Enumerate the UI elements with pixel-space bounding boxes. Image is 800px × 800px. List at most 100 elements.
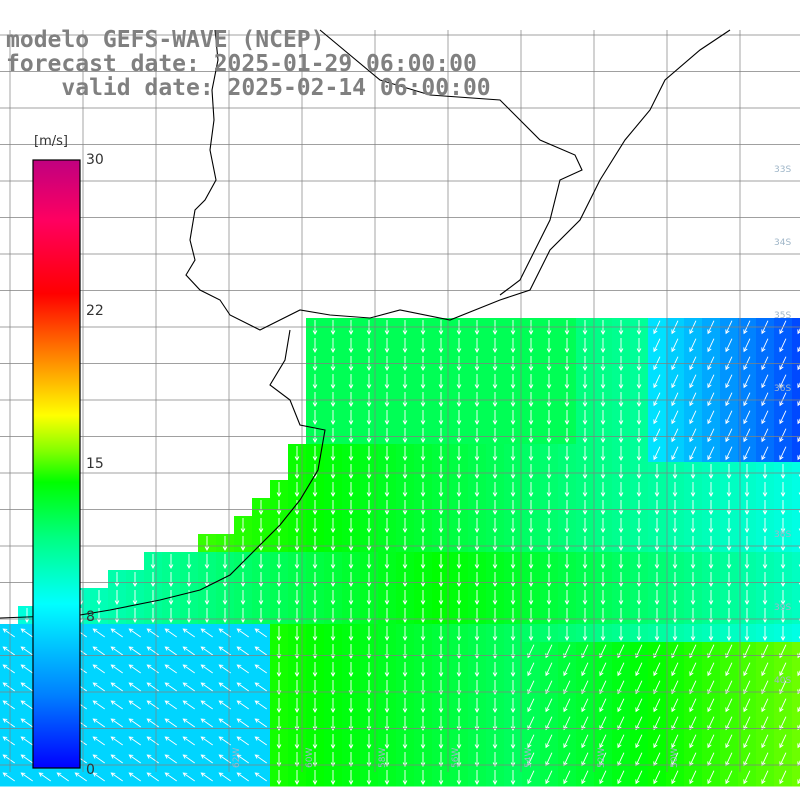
wind-arrow	[492, 518, 498, 533]
wind-arrow	[708, 518, 714, 533]
wind-arrow	[128, 664, 141, 674]
wind-arrow	[312, 770, 318, 785]
wind-arrow	[582, 572, 588, 587]
wind-arrow	[384, 374, 390, 389]
wind-arrow	[618, 572, 624, 587]
wind-arrow	[312, 662, 318, 677]
wind-arrow	[182, 628, 195, 638]
wind-arrow	[366, 338, 372, 353]
wind-arrow	[402, 752, 408, 767]
wind-arrow	[456, 770, 462, 785]
wind-arrow	[474, 482, 480, 497]
wind-arrow	[456, 500, 462, 515]
wind-arrow	[653, 698, 661, 713]
wind-arrow	[276, 518, 282, 533]
wind-arrow	[456, 698, 462, 713]
wind-arrow	[438, 590, 444, 605]
wind-arrow	[276, 608, 282, 623]
wind-arrow	[312, 482, 318, 497]
wind-arrow	[581, 770, 589, 785]
wind-arrow	[128, 754, 141, 764]
wind-arrow	[110, 736, 123, 746]
wind-arrow	[653, 446, 661, 461]
wind-arrow	[348, 392, 354, 407]
wind-arrow	[635, 662, 643, 677]
wind-cell	[792, 714, 800, 733]
wind-arrow	[402, 608, 408, 623]
wind-arrow	[276, 770, 282, 785]
wind-arrow	[20, 628, 33, 638]
wind-arrow	[510, 356, 516, 371]
wind-arrow	[762, 590, 768, 605]
wind-arrow	[420, 518, 426, 533]
wind-arrow	[726, 464, 732, 479]
wind-arrow	[528, 410, 534, 425]
wind-arrow	[797, 382, 800, 389]
wind-arrow	[618, 374, 624, 389]
wind-arrow	[797, 418, 800, 425]
wind-arrow	[222, 536, 228, 551]
wind-arrow	[474, 752, 480, 767]
wind-arrow	[510, 626, 516, 641]
wind-arrow	[617, 770, 625, 785]
wind-arrow	[402, 518, 408, 533]
wind-arrow	[474, 716, 480, 731]
wind-arrow	[492, 428, 498, 443]
wind-arrow	[186, 554, 192, 569]
wind-arrow	[492, 338, 498, 353]
wind-arrow	[797, 688, 800, 695]
wind-arrow	[330, 626, 336, 641]
wind-arrow	[474, 518, 480, 533]
wind-arrow	[689, 734, 697, 749]
wind-arrow	[545, 698, 553, 713]
wind-cell	[792, 660, 800, 679]
wind-arrow	[330, 716, 336, 731]
wind-arrow	[2, 772, 15, 782]
wind-arrow	[653, 716, 661, 731]
wind-arrow	[600, 374, 606, 389]
wind-arrow	[456, 464, 462, 479]
wind-arrow	[348, 572, 354, 587]
wind-arrow	[725, 770, 733, 785]
wind-arrow	[456, 338, 462, 353]
wind-arrow	[420, 428, 426, 443]
wind-cell	[792, 552, 800, 571]
wind-arrow	[779, 392, 787, 407]
wind-arrow	[690, 482, 696, 497]
wind-arrow	[330, 410, 336, 425]
wind-arrow	[636, 392, 642, 407]
wind-arrow	[182, 646, 195, 656]
wind-arrow	[546, 464, 552, 479]
wind-arrow	[653, 662, 661, 677]
wind-arrow	[671, 374, 679, 389]
wind-arrow	[402, 338, 408, 353]
wind-arrow	[348, 554, 354, 569]
wind-arrow	[312, 428, 318, 443]
colorbar-tick-22: 22	[86, 303, 104, 319]
wind-arrow	[330, 572, 336, 587]
wind-arrow	[276, 734, 282, 749]
wind-arrow	[348, 734, 354, 749]
wind-arrow	[330, 338, 336, 353]
wind-arrow	[110, 646, 123, 656]
wind-arrow	[312, 410, 318, 425]
wind-arrow	[707, 698, 715, 713]
wind-arrow	[182, 682, 195, 692]
wind-arrow	[582, 374, 588, 389]
wind-arrow	[182, 736, 195, 746]
wind-arrow	[384, 518, 390, 533]
wind-arrow	[132, 590, 138, 605]
wind-arrow	[420, 698, 426, 713]
wind-arrow	[510, 338, 516, 353]
wind-arrow	[744, 572, 750, 587]
wind-arrow	[168, 572, 174, 587]
wind-arrow	[708, 554, 714, 569]
wind-arrow	[294, 698, 300, 713]
wind-arrow	[150, 572, 156, 587]
wind-arrow	[671, 716, 679, 731]
wind-arrow	[92, 664, 105, 674]
wind-arrow	[510, 770, 516, 785]
wind-arrow	[780, 608, 786, 623]
wind-arrow	[564, 500, 570, 515]
